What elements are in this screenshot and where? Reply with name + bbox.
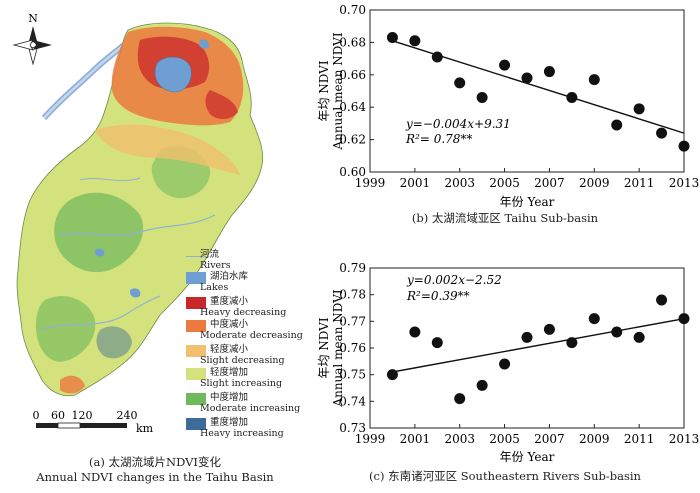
- x-tick-label: 2007: [534, 176, 565, 190]
- r2-label: R²=0.39**: [406, 289, 470, 303]
- data-point: [543, 323, 555, 335]
- data-point: [611, 326, 623, 338]
- legend-swatch-moderate-increasing: [186, 393, 206, 405]
- chart-southeastern-svg: 1999 2001 2003 2005 2007 2009 2011 2013 0.73 0.74…: [317, 261, 700, 464]
- data-point: [499, 358, 511, 370]
- data-point: [656, 294, 668, 306]
- chart-b-caption: (b) 太湖流域亚区 Taihu Sub-basin: [411, 211, 599, 225]
- x-tick-label: 2009: [579, 176, 610, 190]
- data-point: [566, 91, 578, 103]
- y-tick-label: 0.74: [339, 394, 366, 408]
- scale-tick-0: 0: [33, 409, 40, 422]
- equation-label: y=−0.004x+9.31: [405, 117, 511, 131]
- y-tick-label: 0.77: [339, 314, 366, 328]
- legend-swatch-rivers: [186, 256, 206, 257]
- x-tick-label: 2007: [534, 432, 565, 446]
- x-tick-label: 2001: [400, 432, 431, 446]
- ndvi-map-panel: N 0 60 120: [0, 0, 310, 489]
- x-tick-label: 2005: [489, 432, 520, 446]
- legend-swatch-lakes: [186, 272, 206, 284]
- data-point: [454, 77, 466, 89]
- y-axis-label-cn: 年均 NDVI: [317, 60, 331, 121]
- data-point: [656, 127, 668, 139]
- x-tick-label: 2009: [579, 432, 610, 446]
- data-point: [521, 72, 533, 84]
- y-tick-label: 0.75: [339, 368, 366, 382]
- r2-label: R²= 0.78**: [405, 132, 472, 146]
- data-point: [566, 337, 578, 349]
- data-point: [431, 51, 443, 63]
- y-tick-label: 0.76: [339, 341, 366, 355]
- y-tick-label: 0.62: [339, 133, 366, 147]
- x-tick-label: 1999: [355, 176, 386, 190]
- data-point: [409, 35, 421, 47]
- data-point: [611, 119, 623, 131]
- y-axis-label-cn: 年均 NDVI: [317, 317, 331, 378]
- chart-c-caption: (c) 东南诸河亚区 Southeastern Rivers Sub-basin: [369, 469, 641, 483]
- data-point: [633, 103, 645, 115]
- data-point: [476, 379, 488, 391]
- legend-swatch-slight-decreasing: [186, 345, 206, 357]
- x-tick-label: 2011: [624, 432, 655, 446]
- data-point: [386, 32, 398, 44]
- ndvi-map: N 0 60 120: [12, 12, 264, 435]
- data-point: [678, 313, 690, 325]
- y-axis-label-en: Annual mean NDVI: [331, 289, 345, 407]
- y-tick-label: 0.66: [339, 68, 366, 82]
- data-point: [454, 393, 466, 405]
- y-tick-label: 0.68: [339, 35, 366, 49]
- map-caption-en: Annual NDVI changes in the Taihu Basin: [36, 470, 274, 484]
- x-tick-label: 2013: [669, 432, 700, 446]
- data-point: [386, 369, 398, 381]
- chart-southeastern-subbasin: 1999 2001 2003 2005 2007 2009 2011 2013 0.73 0.74…: [310, 244, 700, 489]
- data-point: [543, 66, 555, 78]
- data-point: [499, 59, 511, 71]
- trend-line: [392, 317, 685, 373]
- data-point: [678, 140, 690, 152]
- map-caption-cn: (a) 太湖流域片NDVI变化: [89, 455, 221, 469]
- scale-bar: [36, 422, 127, 429]
- taihu-lake: [154, 56, 192, 93]
- data-point: [588, 74, 600, 86]
- data-point: [409, 326, 421, 338]
- y-tick-label: 0.79: [339, 261, 366, 275]
- data-point: [633, 331, 645, 343]
- legend-swatch-slight-increasing: [186, 368, 206, 380]
- y-tick-label: 0.73: [339, 421, 366, 435]
- y-axis-label-en: Annual mean NDVI: [331, 32, 345, 150]
- y-tick-label: 0.70: [339, 3, 366, 17]
- x-tick-label: 2005: [489, 176, 520, 190]
- equation-label: y=0.002x−2.52: [406, 273, 502, 287]
- x-tick-label: 2003: [444, 176, 475, 190]
- x-tick-label: 2001: [400, 176, 431, 190]
- x-tick-label: 2003: [444, 432, 475, 446]
- x-axis-label: 年份 Year: [500, 450, 555, 464]
- scale-tick-240: 240: [117, 409, 138, 422]
- x-tick-label: 2013: [669, 176, 700, 190]
- x-tick-label: 1999: [355, 432, 386, 446]
- data-point: [431, 337, 443, 349]
- chart-taihu-svg: 1999 2001 2003 2005 2007 2009 2011 2013 0.60 0.62…: [317, 3, 700, 209]
- legend-swatch-moderate-decreasing: [186, 320, 206, 332]
- scale-tick-120: 120: [72, 409, 93, 422]
- scale-tick-60: 60: [51, 409, 65, 422]
- chart-taihu-subbasin: 1999 2001 2003 2005 2007 2009 2011 2013 0.60 0.62…: [310, 0, 700, 240]
- legend-swatch-heavy-increasing: [186, 418, 206, 430]
- legend-swatch-heavy-decreasing: [186, 297, 206, 309]
- data-point: [521, 331, 533, 343]
- x-tick-label: 2011: [624, 176, 655, 190]
- data-point: [476, 91, 488, 103]
- y-tick-label: 0.60: [339, 165, 366, 179]
- scale-unit: km: [136, 422, 154, 435]
- x-axis-label: 年份 Year: [500, 195, 555, 209]
- north-label: N: [28, 12, 38, 25]
- compass-icon: [12, 26, 52, 66]
- y-tick-label: 0.64: [339, 100, 366, 114]
- y-tick-label: 0.78: [339, 288, 366, 302]
- data-point: [588, 313, 600, 325]
- plot-frame: [369, 9, 685, 173]
